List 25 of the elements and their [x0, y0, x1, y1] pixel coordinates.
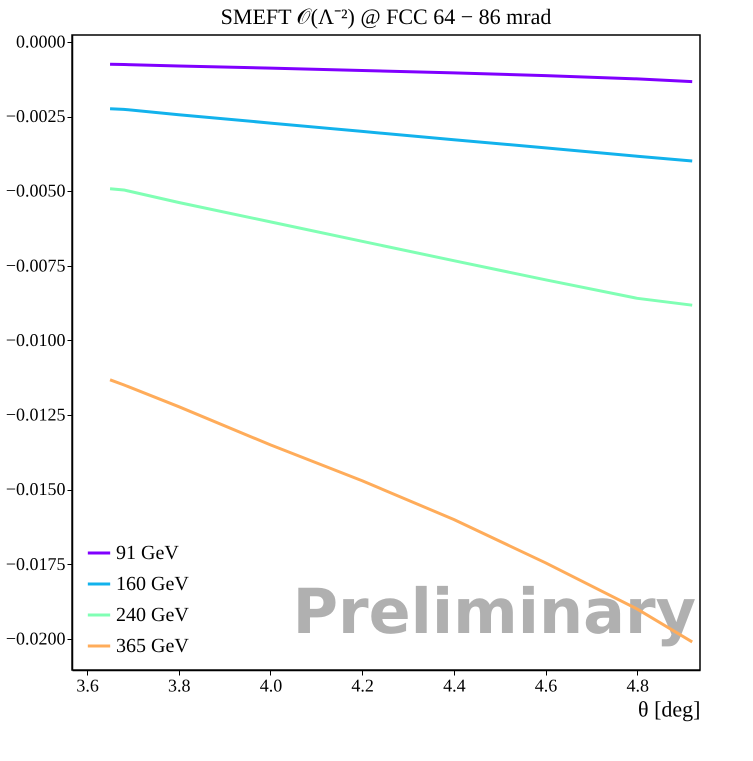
- legend-label: 240 GeV: [116, 604, 190, 626]
- x-axis-title: θ [deg]: [638, 696, 700, 722]
- legend-label: 160 GeV: [116, 573, 190, 595]
- legend-label: 365 GeV: [116, 635, 190, 657]
- x-tick-label: 4.2: [351, 676, 374, 696]
- y-tick-label: −0.0175: [6, 554, 66, 574]
- y-tick-label: −0.0050: [6, 180, 66, 201]
- chart-title: SMEFT 𝒪(Λ⁻²) @ FCC 64 − 86 mrad: [220, 4, 552, 29]
- x-tick-label: 4.0: [260, 676, 282, 696]
- x-tick-label: 3.8: [168, 676, 191, 696]
- legend-label: 91 GeV: [116, 542, 180, 564]
- y-tick-label: −0.0025: [6, 106, 66, 126]
- x-tick-label: 3.6: [76, 676, 99, 696]
- y-tick-label: −0.0125: [6, 404, 66, 425]
- x-tick-label: 4.6: [534, 676, 558, 696]
- y-tick-label: −0.0100: [6, 330, 66, 350]
- line-series: [108, 107, 694, 162]
- line-series: [108, 187, 694, 307]
- line-series: [108, 62, 694, 84]
- x-tick-label: 4.4: [443, 676, 466, 696]
- y-tick-label: −0.0200: [6, 628, 66, 648]
- x-tick-label: 4.8: [626, 676, 649, 696]
- y-tick-label: 0.0000: [16, 31, 66, 52]
- y-tick-label: −0.0075: [6, 255, 66, 276]
- y-tick-label: −0.0150: [6, 479, 66, 500]
